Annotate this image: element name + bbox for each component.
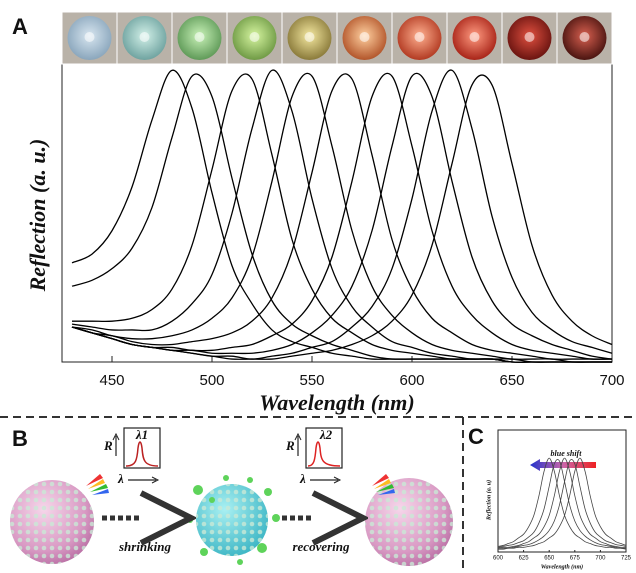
spectrum-line	[72, 70, 612, 362]
annotation: blue shift	[551, 449, 583, 458]
inset-axis-label: R	[285, 438, 295, 453]
photo-highlight	[415, 32, 425, 42]
photo-strip	[62, 12, 612, 64]
figure: A B shrinking recovering λ1 R λ	[0, 0, 636, 573]
x-axis-title: Wavelength (nm)	[259, 390, 414, 415]
x-tick-label: 700	[599, 372, 624, 389]
step-label: recovering	[292, 539, 350, 554]
x-tick-label: 550	[299, 372, 324, 389]
photo-highlight	[525, 32, 535, 42]
step-label: shrinking	[118, 539, 172, 554]
x-tick-label: 625	[519, 556, 530, 562]
photo-highlight	[305, 32, 315, 42]
inset-axis-label: λ	[299, 471, 306, 486]
inset-axis-label: R	[103, 438, 113, 453]
sphere-texture	[196, 484, 268, 556]
x-tick-label: 725	[621, 556, 632, 562]
spectrum-line	[498, 458, 626, 548]
y-axis-title: Reflection (a. u)	[485, 480, 492, 521]
photo-highlight	[580, 32, 590, 42]
photo-highlight	[250, 32, 260, 42]
spectrum-line	[72, 70, 612, 362]
panel-label: B	[12, 426, 28, 451]
photo-highlight	[140, 32, 150, 42]
inset-axis-label: λ	[117, 471, 124, 486]
photo-highlight	[470, 32, 480, 42]
photo-highlight	[360, 32, 370, 42]
x-tick-label: 650	[544, 556, 555, 562]
x-tick-label: 500	[199, 372, 224, 389]
spectrum-line	[498, 458, 626, 549]
spectrum-line	[72, 70, 612, 359]
x-tick-label: 700	[595, 556, 606, 562]
x-tick-label: 675	[570, 556, 581, 562]
sphere-texture	[10, 480, 94, 564]
photo-highlight	[195, 32, 205, 42]
x-tick-label: 650	[499, 372, 524, 389]
panel-label: C	[468, 424, 484, 449]
photo-highlight	[85, 32, 95, 42]
inset-peak-label: λ2	[319, 427, 333, 442]
y-axis-title: Reflection (a. u.)	[25, 139, 50, 293]
page: {"chart_data": [ {"type": "line", "panel…	[0, 0, 636, 573]
inset-peak-label: λ1	[135, 427, 148, 442]
x-tick-label: 450	[99, 372, 124, 389]
panel-b: B shrinking recovering λ1 R λ	[10, 426, 453, 566]
x-tick-label: 600	[399, 372, 424, 389]
panel-label: A	[12, 14, 28, 39]
x-axis-title: Wavelength (nm)	[541, 563, 583, 570]
x-tick-label: 600	[493, 556, 504, 562]
